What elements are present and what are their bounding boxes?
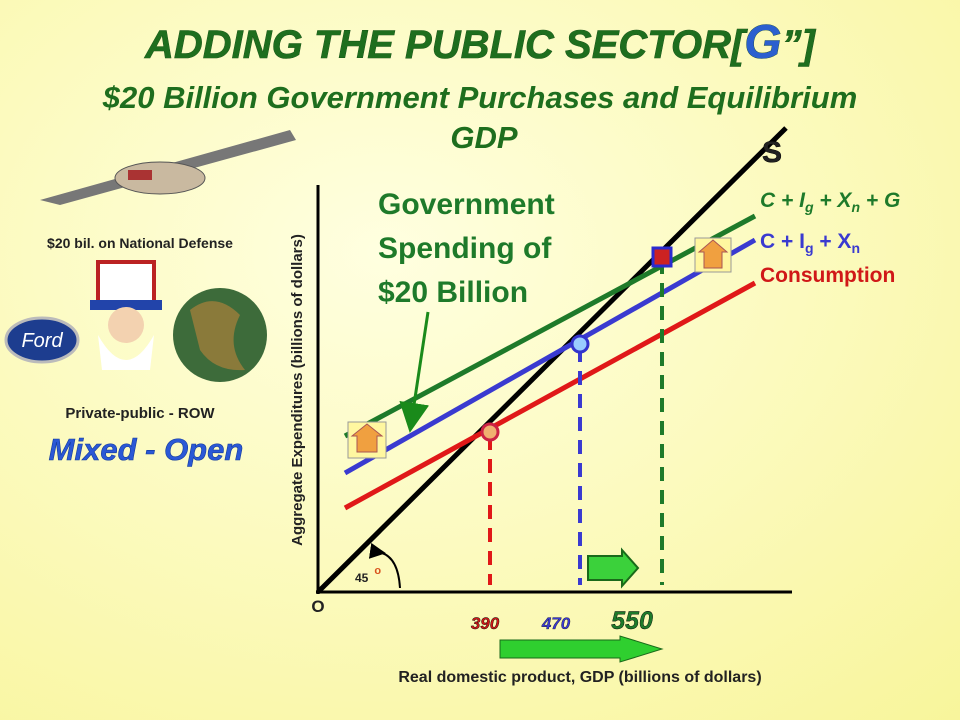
line-label: Consumption (760, 264, 895, 287)
line-label: C + Ig + Xn (760, 230, 860, 256)
sidebar-economy: Mixed - Open (49, 432, 244, 467)
diagram: Aggregate Expenditures (billions of doll… (289, 126, 900, 686)
uncle-sam (90, 260, 162, 370)
line-private (343, 237, 757, 476)
line-labels: C + Ig + Xn + G C + Ig + Xn Consumption (760, 189, 900, 287)
label-part: C + I (760, 230, 805, 253)
equilibrium-point (651, 246, 673, 268)
title-start: ADDING THE PUBLIC SECTOR[ (144, 23, 748, 67)
label-part: + X (814, 189, 854, 212)
up-arrow (697, 239, 729, 269)
label-sub: n (851, 199, 860, 215)
origin-label: O (311, 597, 324, 616)
title-end: ”] (782, 23, 817, 67)
degree-sign: o (374, 565, 381, 577)
logo-text: Ford (21, 330, 63, 352)
subtitle: GDP (450, 120, 518, 155)
angle-label: 45 o (355, 565, 381, 585)
gdp-arrow (499, 635, 664, 663)
angle-value: 45 (355, 571, 369, 585)
line-45-degree (316, 126, 788, 594)
label-part: C + I (760, 189, 806, 212)
equilibrium-point (570, 334, 590, 354)
sidebar-mix: Private-public - ROW (65, 405, 215, 422)
gdp-level: 550 (611, 607, 653, 635)
shift-arrows (347, 237, 732, 663)
annotation-line: $20 Billion (378, 276, 528, 309)
title-letter: G (744, 16, 781, 69)
sidebar-caption: $20 bil. on National Defense (47, 235, 233, 251)
globe (173, 288, 267, 382)
up-arrow (350, 423, 384, 453)
label-sub: g (805, 240, 814, 256)
line-consumption (343, 280, 757, 511)
gdp-level: 470 (541, 614, 571, 633)
x-axis-label: Real domestic product, GDP (billions of … (398, 669, 761, 686)
label-part: + X (814, 230, 852, 253)
label-sub: g (804, 199, 814, 215)
annotation: Government Spending of $20 Billion (378, 188, 555, 433)
equilibrium-point (480, 422, 500, 442)
airplane (40, 130, 296, 205)
label-sub: n (851, 240, 860, 256)
supply-label: S (762, 136, 782, 169)
angle-arc (368, 542, 401, 589)
subtitle: $20 Billion Government Purchases and Equ… (102, 80, 858, 115)
line-label: C + Ig + Xn + G (760, 189, 900, 215)
gdp-level: 390 (471, 614, 500, 633)
annotation-line: Government (378, 188, 555, 221)
ford-logo: Ford (4, 316, 80, 364)
title: ADDING THE PUBLIC SECTOR[G”] (144, 16, 817, 69)
right-arrow (587, 547, 640, 589)
y-axis-label: Aggregate Expenditures (billions of doll… (289, 234, 306, 546)
annotation-arrow (399, 311, 430, 433)
label-part: + G (860, 189, 900, 212)
annotation-line: Spending of (378, 232, 552, 265)
